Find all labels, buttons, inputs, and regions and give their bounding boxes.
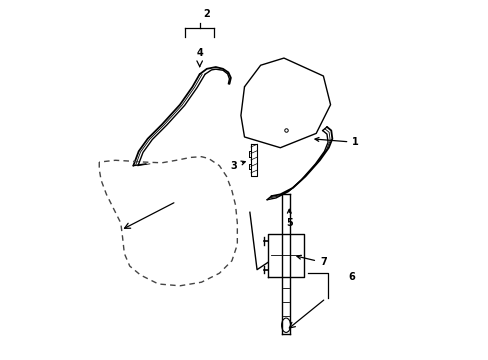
Text: 7: 7 xyxy=(296,255,326,267)
Text: 2: 2 xyxy=(203,9,210,19)
Text: 4: 4 xyxy=(196,48,203,58)
Text: 3: 3 xyxy=(230,161,244,171)
Text: 5: 5 xyxy=(285,209,292,228)
Text: 6: 6 xyxy=(348,272,355,282)
Text: 1: 1 xyxy=(314,138,358,147)
